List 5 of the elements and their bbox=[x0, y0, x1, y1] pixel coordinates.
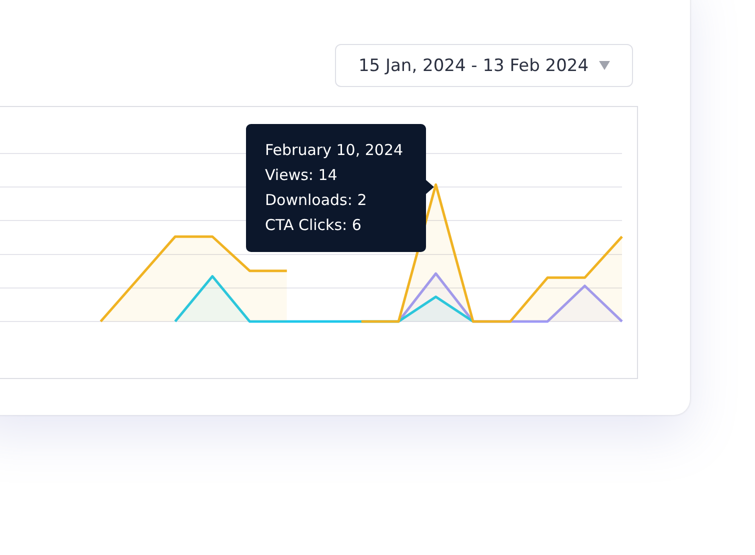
annotation: CTA Clicks: 6 bbox=[265, 215, 362, 236]
annotation: Downloads: 2 bbox=[265, 190, 368, 211]
text: 15 Jan, 2024 - 13 Feb 2024 bbox=[358, 56, 589, 76]
text: Views: 14 bbox=[265, 165, 338, 186]
text: February 10, 2024 bbox=[265, 140, 404, 161]
